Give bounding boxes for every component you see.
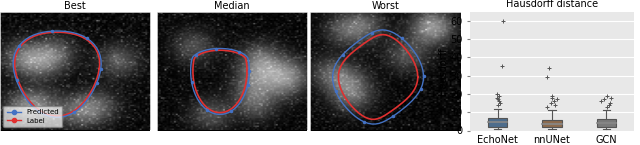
Title: Median: Median: [214, 1, 250, 11]
Title: Worst: Worst: [372, 1, 399, 11]
Legend: Predicted, Label: Predicted, Label: [3, 106, 63, 127]
Title: Best: Best: [65, 1, 86, 11]
FancyBboxPatch shape: [597, 119, 616, 127]
Y-axis label: Hausdorff: Hausdorff: [438, 47, 447, 95]
FancyBboxPatch shape: [543, 119, 561, 127]
FancyBboxPatch shape: [488, 118, 507, 127]
Title: Hausdorff distance: Hausdorff distance: [506, 0, 598, 9]
